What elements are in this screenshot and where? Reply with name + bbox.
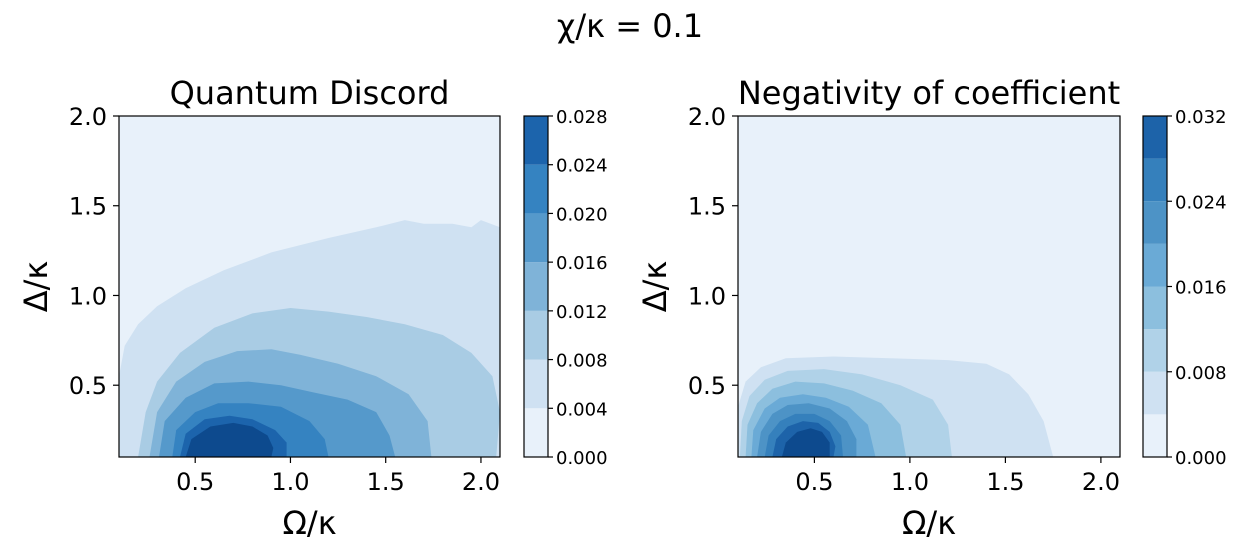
colorbar-tick-label: 0.024 — [556, 156, 608, 177]
colorbar-tick-label: 0.004 — [556, 399, 608, 420]
axes-frame — [118, 115, 501, 458]
x-tick-label: 0.5 — [795, 468, 833, 496]
x-tick-label: 1.0 — [271, 468, 309, 496]
contour-band-0.028 — [185, 422, 274, 457]
figure-suptitle: χ/κ = 0.1 — [556, 7, 704, 45]
chart-title: Quantum Discord — [170, 74, 450, 112]
y-tick-label: 0.5 — [69, 372, 107, 400]
colorbar-segment — [1143, 371, 1167, 415]
colorbar-segment — [1143, 329, 1167, 372]
x-tick-label: 1.5 — [367, 468, 405, 496]
axes-frame — [737, 115, 1121, 458]
colorbar-tick-label: 0.008 — [1175, 363, 1227, 384]
colorbar-tick-label: 0.000 — [556, 448, 608, 469]
x-tick-label: 1.5 — [986, 468, 1024, 496]
colorbar-tick-label: 0.012 — [556, 302, 608, 323]
colorbar-segment — [524, 164, 548, 214]
colorbar-segment — [524, 213, 548, 263]
colorbar-segment — [524, 359, 548, 409]
colorbar: 0.000 0.004 0.008 0.012 0.016 0.020 0.024 0.028 — [523, 107, 608, 469]
colorbar-tick-label: 0.016 — [556, 253, 608, 274]
y-axis-label: Δ/κ — [636, 261, 674, 313]
x-tick-label: 1.0 — [891, 468, 929, 496]
x-axis-label: Ω/κ — [282, 504, 336, 542]
colorbar: 0.000 0.008 0.016 0.024 0.032 — [1142, 107, 1227, 469]
colorbar-segment — [1143, 243, 1167, 287]
colorbar-tick-label: 0.000 — [1175, 448, 1227, 469]
colorbar-tick-label: 0.020 — [556, 204, 608, 225]
colorbar-segment — [524, 262, 548, 311]
x-tick-label: 2.0 — [462, 468, 500, 496]
y-tick-label: 1.5 — [69, 193, 107, 221]
colorbar-tick-label: 0.016 — [1175, 278, 1227, 299]
y-tick-label: 1.0 — [69, 282, 107, 310]
y-tick-label: 0.5 — [688, 372, 726, 400]
colorbar-tick-label: 0.032 — [1175, 107, 1227, 128]
y-tick-label: 1.0 — [688, 282, 726, 310]
colorbar-frame — [523, 115, 549, 458]
panel-quantum-discord: 0.5 1.0 1.5 2.0 0.5 1.0 1.5 2.0 Quantum Discord Ω… — [17, 74, 608, 542]
colorbar-segment — [1143, 286, 1167, 330]
x-tick-label: 0.5 — [176, 468, 214, 496]
colorbar-segment — [1143, 414, 1167, 457]
colorbar-segment — [1143, 116, 1167, 159]
y-axis-label: Δ/κ — [17, 261, 55, 313]
colorbar-segment — [1143, 158, 1167, 202]
panel-negativity: 0.5 1.0 1.5 2.0 0.5 1.0 1.5 2.0 Negativity of co… — [636, 74, 1227, 542]
y-tick-label: 1.5 — [688, 193, 726, 221]
contour-fills — [738, 356, 1054, 457]
colorbar-segment — [524, 310, 548, 360]
y-tick-label: 2.0 — [688, 103, 726, 131]
x-axis-label: Ω/κ — [902, 504, 956, 542]
colorbar-tick-label: 0.008 — [556, 351, 608, 372]
colorbar-segment — [1143, 201, 1167, 244]
contour-band-0.032 — [781, 428, 830, 457]
colorbar-segment — [524, 116, 548, 165]
chart-title: Negativity of coefficient — [738, 74, 1120, 112]
x-tick-label: 2.0 — [1082, 468, 1120, 496]
colorbar-tick-label: 0.024 — [1175, 192, 1227, 213]
contour-fills — [119, 220, 500, 457]
y-tick-label: 2.0 — [69, 103, 107, 131]
colorbar-tick-label: 0.028 — [556, 107, 608, 128]
colorbar-segment — [524, 408, 548, 457]
